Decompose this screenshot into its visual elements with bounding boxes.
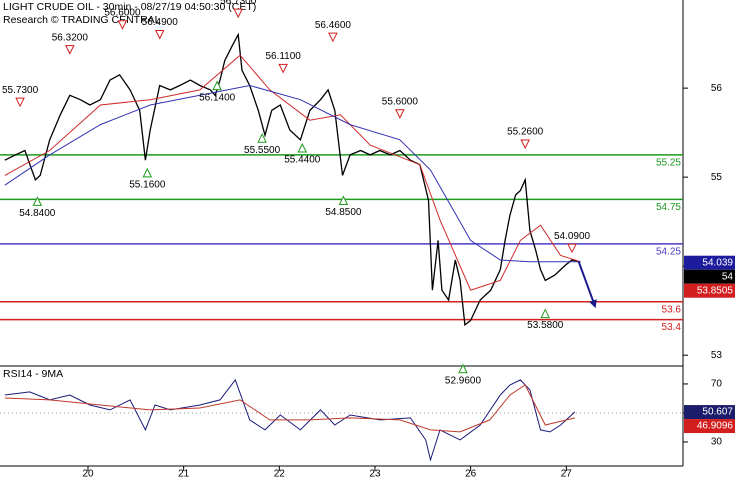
y-tick-label: 53: [711, 350, 723, 361]
high-label: 54.0900: [554, 231, 591, 242]
high-marker: [395, 109, 405, 119]
level-label: 54.25: [656, 247, 681, 258]
x-tick-label: 23: [369, 469, 381, 480]
low-label: 52.9600: [445, 375, 482, 386]
low-label: 54.8500: [325, 207, 362, 218]
high-marker: [520, 139, 530, 150]
last-value-box: [684, 405, 735, 420]
high-marker: [567, 243, 577, 254]
y-tick-label: 56: [711, 83, 723, 94]
high-marker: [328, 32, 338, 43]
series-line: [4, 378, 576, 462]
high-label: 56.4600: [315, 20, 352, 31]
series-line: [4, 84, 581, 263]
low-label: 54.8400: [19, 208, 56, 219]
rsi-title: RSI14 - 9MA: [3, 368, 63, 380]
last-value-label: 54.039: [702, 257, 733, 268]
high-label: 55.2600: [507, 127, 544, 138]
series-line: [4, 384, 576, 433]
low-marker: [257, 133, 267, 143]
level-label: 54.75: [656, 202, 681, 213]
high-label: 56.6000: [104, 7, 141, 18]
low-label: 55.4400: [284, 155, 321, 166]
high-marker: [15, 97, 25, 108]
high-marker: [233, 8, 243, 19]
high-label: 56.7300: [220, 0, 257, 7]
y-tick-label: 55: [711, 172, 723, 183]
level-label: 53.4: [662, 322, 682, 333]
last-value-box: [684, 283, 735, 298]
high-label: 56.4900: [142, 17, 179, 28]
forecast-arrow: [577, 261, 597, 309]
high-marker: [278, 63, 288, 74]
x-tick-label: 21: [178, 469, 190, 480]
level-label: 53.6: [662, 304, 682, 315]
x-tick-label: 20: [82, 469, 94, 480]
low-label: 53.5800: [527, 320, 564, 331]
y-tick-label: 70: [711, 379, 723, 390]
last-value-label: 53.8505: [697, 285, 734, 296]
series-line: [4, 32, 579, 327]
y-tick-label: 30: [711, 437, 723, 448]
x-tick-label: 26: [465, 469, 477, 480]
low-label: 56.1400: [199, 92, 236, 103]
high-marker: [154, 30, 165, 40]
low-label: 55.5500: [244, 145, 281, 156]
last-value-box: [684, 269, 735, 284]
x-tick-label: 27: [561, 469, 573, 480]
last-value-label: 54: [722, 271, 734, 282]
high-marker: [117, 20, 128, 30]
low-label: 55.1600: [129, 180, 166, 191]
low-marker: [458, 363, 468, 374]
high-label: 55.6000: [382, 96, 419, 107]
high-label: 56.3200: [52, 32, 89, 43]
chart-title: LIGHT CRUDE OIL - 30min - 08/27/19 04:50…: [3, 1, 256, 13]
series-line: [4, 54, 581, 291]
low-marker: [212, 80, 222, 91]
low-marker: [540, 308, 551, 319]
last-value-label: 46.9096: [697, 421, 734, 432]
low-marker: [32, 196, 43, 206]
low-marker: [142, 167, 153, 178]
high-label: 55.7300: [2, 85, 39, 96]
low-marker: [297, 142, 308, 153]
high-marker: [65, 45, 75, 55]
low-marker: [338, 195, 349, 206]
last-value-box: [684, 255, 735, 270]
x-tick-label: 22: [274, 469, 286, 480]
last-value-box: [684, 419, 735, 434]
level-label: 55.25: [656, 158, 681, 169]
high-label: 56.1100: [265, 51, 301, 62]
last-value-label: 50.607: [702, 407, 733, 418]
